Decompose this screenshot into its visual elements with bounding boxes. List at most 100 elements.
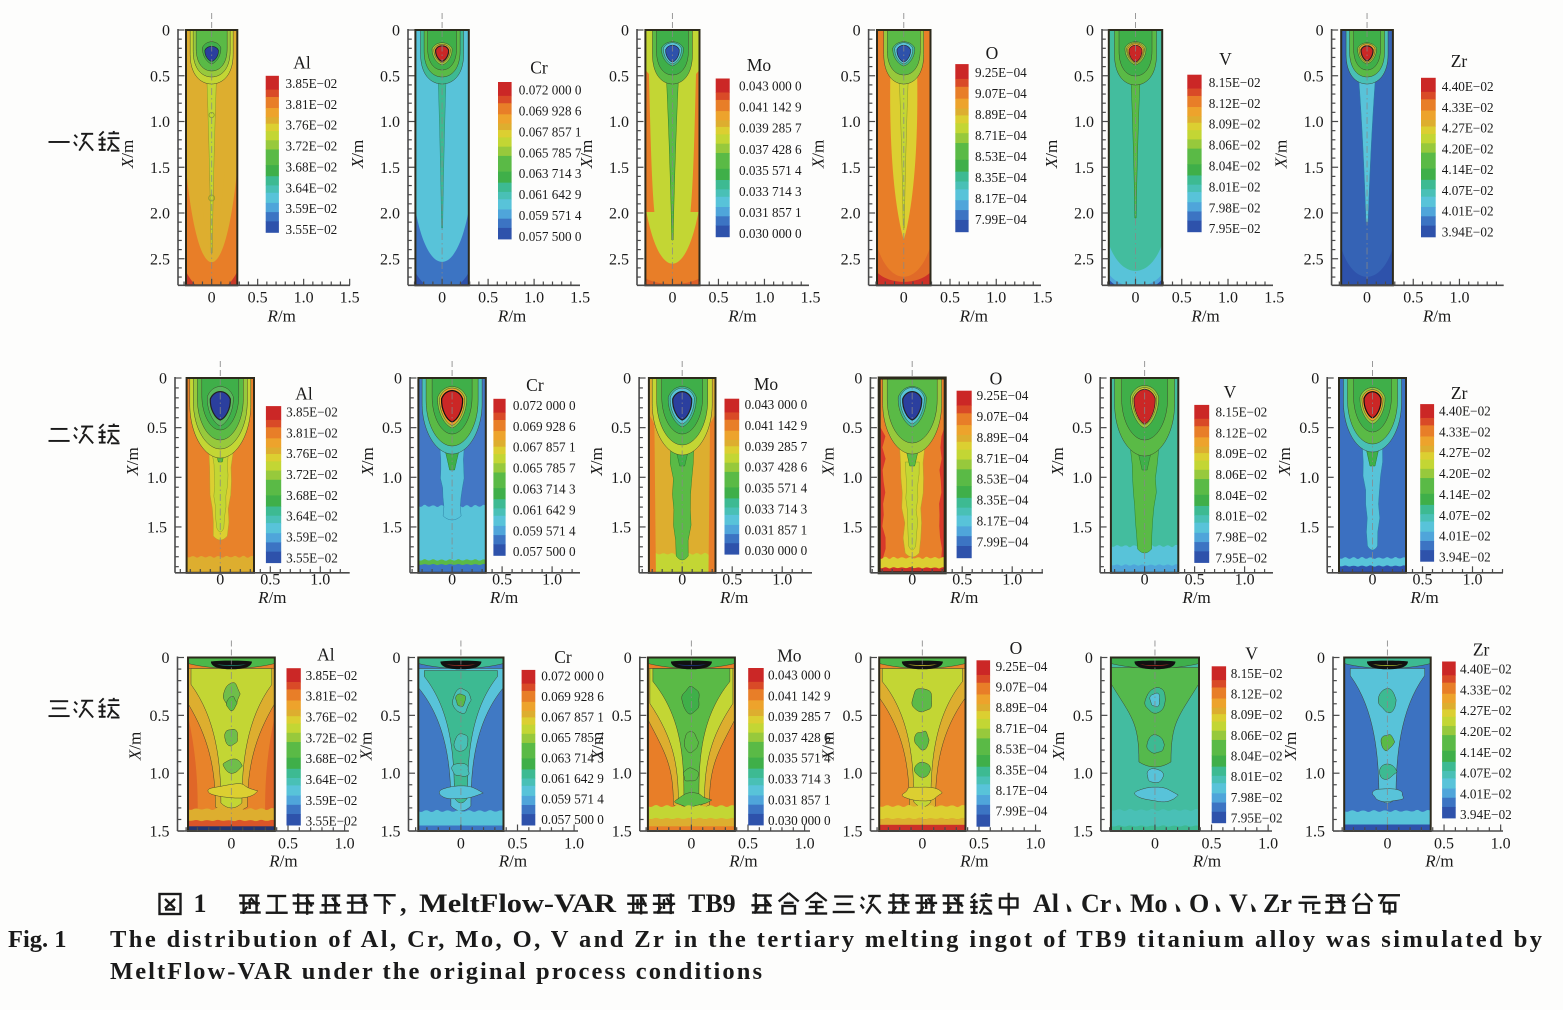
svg-text:Zr: Zr [1473,640,1490,660]
svg-text:7.98E−02: 7.98E−02 [1216,530,1268,545]
svg-text:1.0: 1.0 [986,290,1006,307]
svg-text:Mo: Mo [777,645,802,665]
svg-text:1.0: 1.0 [1073,766,1093,783]
svg-text:0.5: 0.5 [952,572,972,589]
svg-text:0.030 000 0: 0.030 000 0 [745,543,808,558]
svg-text:4.20E−02: 4.20E−02 [1460,724,1512,739]
svg-text:0: 0 [624,650,632,667]
svg-text:0.5: 0.5 [940,290,960,307]
svg-text:1.0: 1.0 [335,836,355,853]
svg-text:1.0: 1.0 [795,836,815,853]
svg-text:0.031 857 1: 0.031 857 1 [745,522,808,537]
svg-text:0: 0 [162,23,170,40]
svg-text:1.0: 1.0 [1002,572,1022,589]
svg-text:0: 0 [668,290,676,307]
svg-text:0.041 142 9: 0.041 142 9 [745,418,808,433]
svg-text:1.0: 1.0 [1449,290,1469,307]
svg-text:0.069 928 6: 0.069 928 6 [519,104,582,119]
svg-text:1.0: 1.0 [310,572,330,589]
svg-text:0.041 142 9: 0.041 142 9 [768,688,831,703]
svg-text:4.40E−02: 4.40E−02 [1442,79,1494,94]
svg-text:8.53E−04: 8.53E−04 [977,472,1029,487]
svg-text:4.27E−02: 4.27E−02 [1439,445,1491,460]
svg-text:1.0: 1.0 [609,114,629,131]
svg-text:1.5: 1.5 [843,824,863,841]
svg-text:3.81E−02: 3.81E−02 [286,97,338,112]
svg-text:0.5: 0.5 [611,420,631,437]
svg-text:1.0: 1.0 [542,572,562,589]
svg-text:8.15E−02: 8.15E−02 [1231,666,1283,681]
svg-text:4.14E−02: 4.14E−02 [1439,487,1491,502]
svg-text:0.059 571 4: 0.059 571 4 [513,523,576,538]
svg-text:0.035 571 4: 0.035 571 4 [739,163,802,178]
svg-text:0: 0 [687,836,695,853]
svg-text:1.0: 1.0 [524,290,544,307]
svg-text:0.039 285 7: 0.039 285 7 [768,709,831,724]
svg-text:8.06E−02: 8.06E−02 [1209,138,1261,153]
svg-text:1.5: 1.5 [382,519,402,536]
svg-text:0.033 714 3: 0.033 714 3 [745,501,808,516]
svg-text:0: 0 [621,23,629,40]
svg-text:0.033 714 3: 0.033 714 3 [768,772,831,787]
svg-text:3.72E−02: 3.72E−02 [286,139,338,154]
svg-text:0.5: 0.5 [738,836,758,853]
svg-text:0.5: 0.5 [492,572,512,589]
svg-text:0.5: 0.5 [843,708,863,725]
svg-text:1.5: 1.5 [1033,290,1053,307]
svg-text:0.067 857 1: 0.067 857 1 [519,124,582,139]
svg-text:2.0: 2.0 [609,206,629,223]
svg-text:3.85E−02: 3.85E−02 [286,76,338,91]
svg-text:2.0: 2.0 [1304,206,1324,223]
svg-text:R/m: R/m [268,852,297,871]
svg-text:0.5: 0.5 [381,708,401,725]
svg-text:3.94E−02: 3.94E−02 [1442,224,1494,239]
svg-text:3.68E−02: 3.68E−02 [286,488,338,503]
svg-text:3.59E−02: 3.59E−02 [286,529,338,544]
svg-text:0.063 714 3: 0.063 714 3 [541,750,604,765]
svg-text:,: , [400,889,407,918]
svg-text:R/m: R/m [489,588,518,607]
svg-text:0: 0 [908,572,916,589]
svg-text:3.55E−02: 3.55E−02 [286,550,338,565]
svg-text:0.5: 0.5 [841,68,861,85]
svg-text:8.01E−02: 8.01E−02 [1216,509,1268,524]
svg-text:0.035 571 4: 0.035 571 4 [768,751,831,766]
svg-text:0.033 714 3: 0.033 714 3 [739,184,802,199]
svg-text:3.68E−02: 3.68E−02 [306,751,358,766]
svg-text:0.069 928 6: 0.069 928 6 [513,419,576,434]
svg-text:3.76E−02: 3.76E−02 [306,710,358,725]
svg-text:4.14E−02: 4.14E−02 [1442,162,1494,177]
svg-text:1.5: 1.5 [842,519,862,536]
svg-text:0.5: 0.5 [708,290,728,307]
svg-text:4.07E−02: 4.07E−02 [1442,183,1494,198]
svg-text:0.069 928 6: 0.069 928 6 [541,689,604,704]
svg-text:4.14E−02: 4.14E−02 [1460,745,1512,760]
svg-text:X/m: X/m [1281,732,1300,761]
svg-text:1.5: 1.5 [1299,519,1319,536]
svg-text:2.5: 2.5 [150,251,170,268]
svg-text:4.40E−02: 4.40E−02 [1439,403,1491,418]
svg-text:Mo: Mo [1130,889,1168,918]
svg-text:0.030 000 0: 0.030 000 0 [739,226,802,241]
svg-text:R/m: R/m [1190,307,1219,326]
svg-text:1.5: 1.5 [611,519,631,536]
svg-text:3.85E−02: 3.85E−02 [286,405,338,420]
svg-text:0.065 785 7: 0.065 785 7 [519,145,582,160]
svg-text:0.067 857 1: 0.067 857 1 [513,440,576,455]
svg-text:0.5: 0.5 [1434,836,1454,853]
svg-text:0.5: 0.5 [842,420,862,437]
svg-text:X/m: X/m [1049,732,1068,761]
svg-text:X/m: X/m [1272,140,1291,169]
svg-text:8.17E−04: 8.17E−04 [977,514,1029,529]
svg-text:Zr: Zr [1451,51,1468,71]
svg-text:4.20E−02: 4.20E−02 [1439,466,1491,481]
svg-text:3.72E−02: 3.72E−02 [306,730,358,745]
svg-text:X/m: X/m [819,732,838,761]
svg-text:3.76E−02: 3.76E−02 [286,446,338,461]
svg-text:1.5: 1.5 [1072,519,1092,536]
svg-text:Al: Al [295,383,313,403]
svg-text:1.5: 1.5 [609,160,629,177]
svg-text:9.07E−04: 9.07E−04 [975,86,1027,101]
svg-text:1.5: 1.5 [381,824,401,841]
svg-text:7.95E−02: 7.95E−02 [1216,550,1268,565]
